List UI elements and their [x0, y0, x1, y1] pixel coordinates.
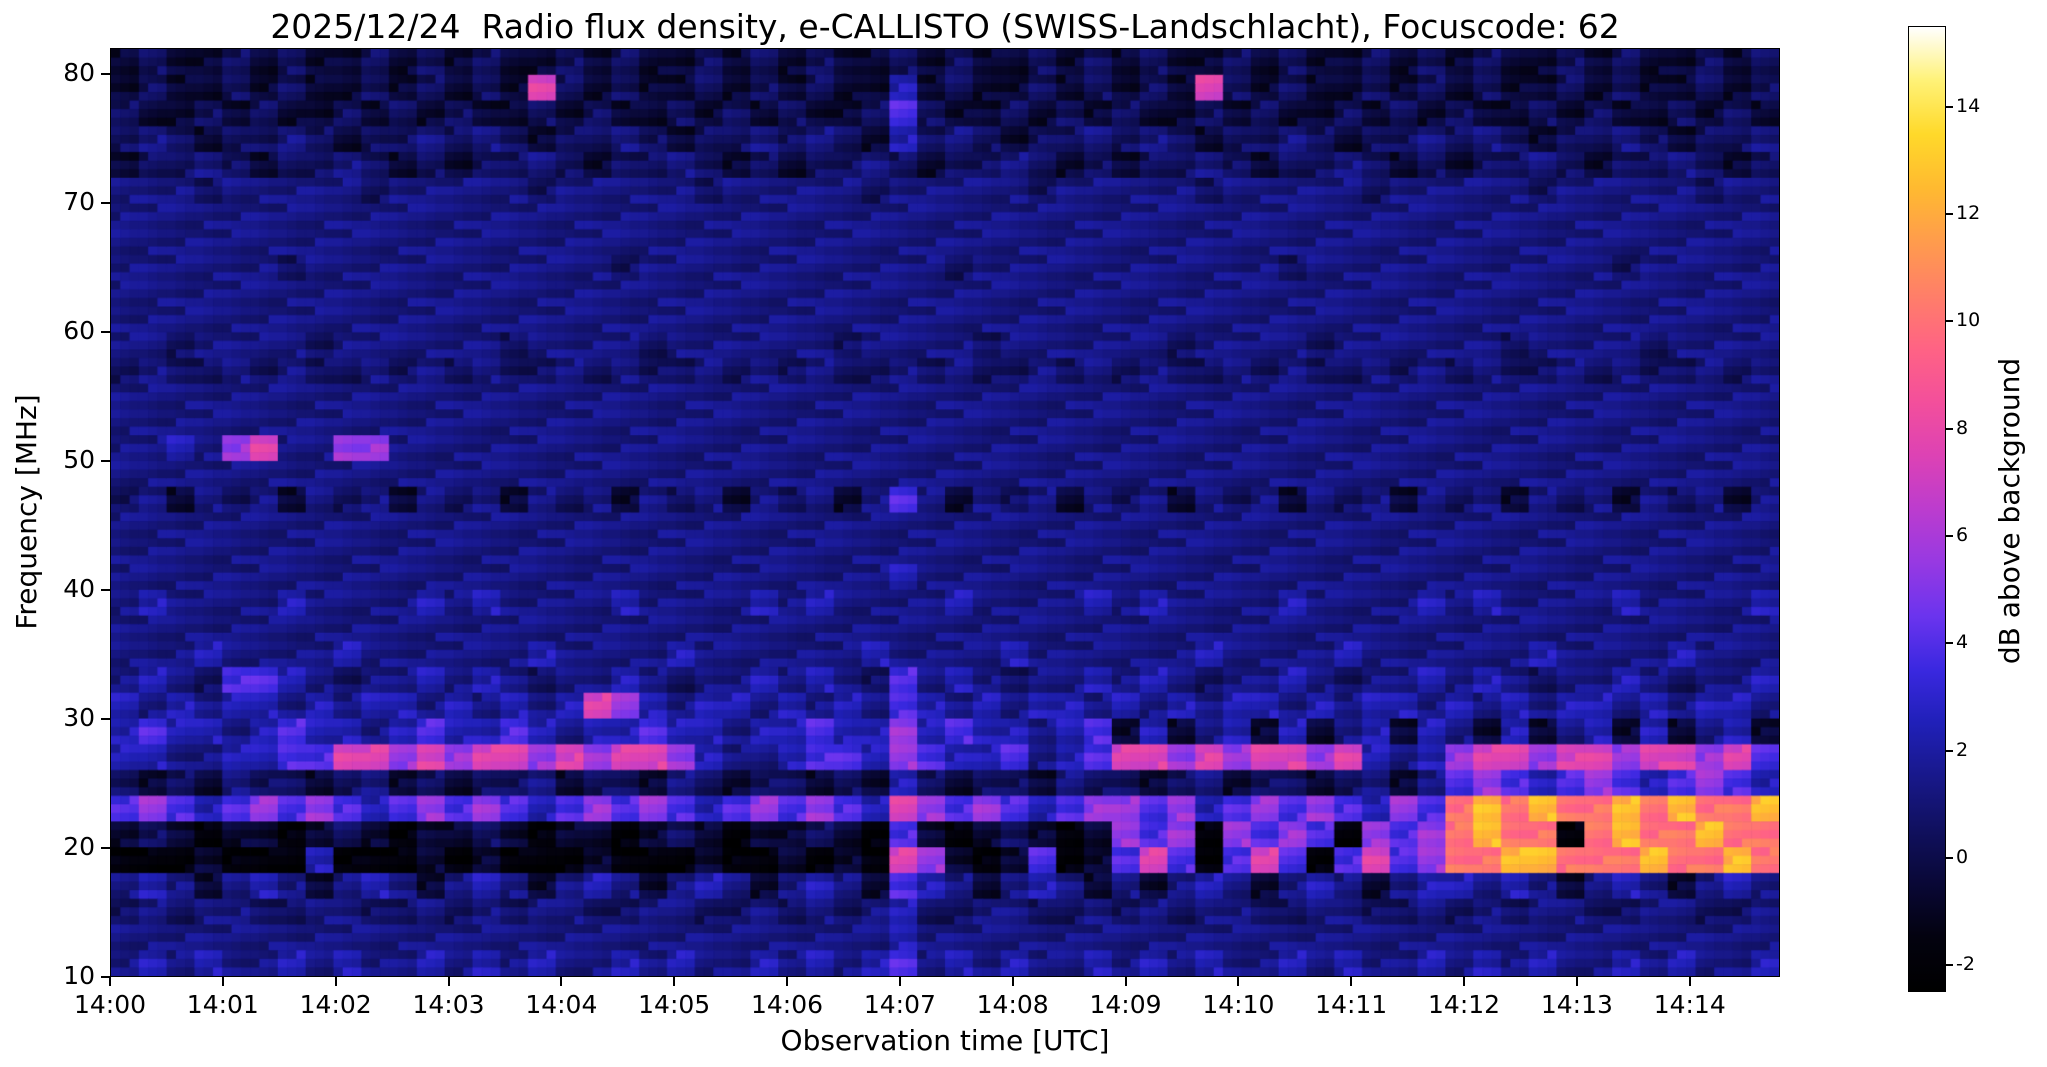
y-tick-label: 80	[63, 57, 95, 87]
colorbar-tick-mark	[1946, 749, 1953, 752]
x-tick-label: 14:00	[73, 990, 147, 1019]
x-tick-label: 14:06	[750, 990, 824, 1019]
x-tick-label: 14:10	[1202, 990, 1275, 1019]
colorbar-tick-mark	[1946, 105, 1953, 108]
x-tick-mark	[221, 977, 224, 986]
colorbar-tick-mark	[1946, 534, 1953, 537]
colorbar-tick-label: 6	[1956, 523, 1969, 546]
x-tick-label: 14:03	[412, 990, 485, 1019]
colorbar	[1908, 26, 1946, 992]
colorbar-tick-label: -2	[1956, 953, 1975, 976]
x-tick-label: 14:14	[1653, 990, 1726, 1019]
x-tick-mark	[109, 977, 111, 986]
x-tick-mark	[1237, 977, 1240, 986]
colorbar-tick-mark	[1946, 642, 1953, 645]
y-tick-mark	[101, 201, 110, 204]
x-tick-label: 14:13	[1540, 990, 1613, 1019]
x-axis-label: Observation time [UTC]	[780, 1024, 1110, 1057]
colorbar-tick-label: 14	[1956, 94, 1981, 117]
x-tick-mark	[1011, 977, 1014, 986]
x-tick-label: 14:12	[1428, 990, 1501, 1019]
y-tick-mark	[101, 330, 110, 333]
chart-title: 2025/12/24 Radio flux density, e-CALLIST…	[270, 7, 1620, 46]
x-tick-mark	[1124, 977, 1127, 986]
x-tick-label: 14:05	[638, 990, 711, 1019]
colorbar-tick-mark	[1946, 964, 1953, 967]
y-tick-label: 30	[63, 702, 95, 732]
x-tick-label: 14:11	[1315, 990, 1388, 1019]
x-tick-mark	[447, 977, 450, 986]
y-tick-label: 60	[63, 315, 95, 345]
x-tick-label: 14:07	[863, 990, 936, 1019]
y-tick-mark	[101, 459, 110, 462]
y-tick-label: 50	[63, 444, 95, 474]
colorbar-tick-label: 8	[1956, 416, 1969, 439]
x-tick-mark	[898, 977, 901, 986]
x-tick-label: 14:01	[186, 990, 259, 1019]
y-tick-mark	[101, 72, 110, 75]
colorbar-tick-mark	[1946, 856, 1953, 859]
x-tick-mark	[1463, 977, 1466, 986]
y-axis-label: Frequency [MHz]	[10, 394, 43, 630]
colorbar-tick-label: 10	[1956, 309, 1981, 332]
colorbar-tick-label: 0	[1956, 845, 1969, 868]
colorbar-tick-label: 4	[1956, 631, 1969, 654]
x-tick-mark	[673, 977, 676, 986]
x-tick-label: 14:08	[976, 990, 1049, 1019]
y-tick-mark	[101, 846, 110, 849]
y-tick-mark	[101, 976, 110, 978]
spectrogram-canvas	[111, 49, 1779, 976]
y-tick-mark	[101, 588, 110, 591]
x-tick-mark	[1688, 977, 1691, 986]
x-tick-label: 14:04	[525, 990, 598, 1019]
y-tick-label: 40	[63, 573, 95, 603]
colorbar-tick-label: 12	[1956, 201, 1981, 224]
colorbar-tick-mark	[1946, 320, 1953, 323]
x-tick-mark	[1350, 977, 1353, 986]
colorbar-label: dB above background	[1993, 357, 2026, 665]
y-tick-mark	[101, 717, 110, 720]
plot-area	[110, 48, 1780, 977]
colorbar-tick-mark	[1946, 212, 1953, 215]
colorbar-tick-mark	[1946, 427, 1953, 430]
x-tick-mark	[786, 977, 789, 986]
colorbar-tick-label: 2	[1956, 738, 1969, 761]
x-tick-label: 14:09	[1089, 990, 1162, 1019]
y-tick-label: 20	[63, 831, 95, 861]
x-tick-label: 14:02	[299, 990, 372, 1019]
y-tick-label: 10	[63, 961, 95, 990]
x-tick-mark	[1575, 977, 1578, 986]
x-tick-mark	[334, 977, 337, 986]
x-tick-mark	[560, 977, 563, 986]
y-tick-label: 70	[63, 186, 95, 216]
